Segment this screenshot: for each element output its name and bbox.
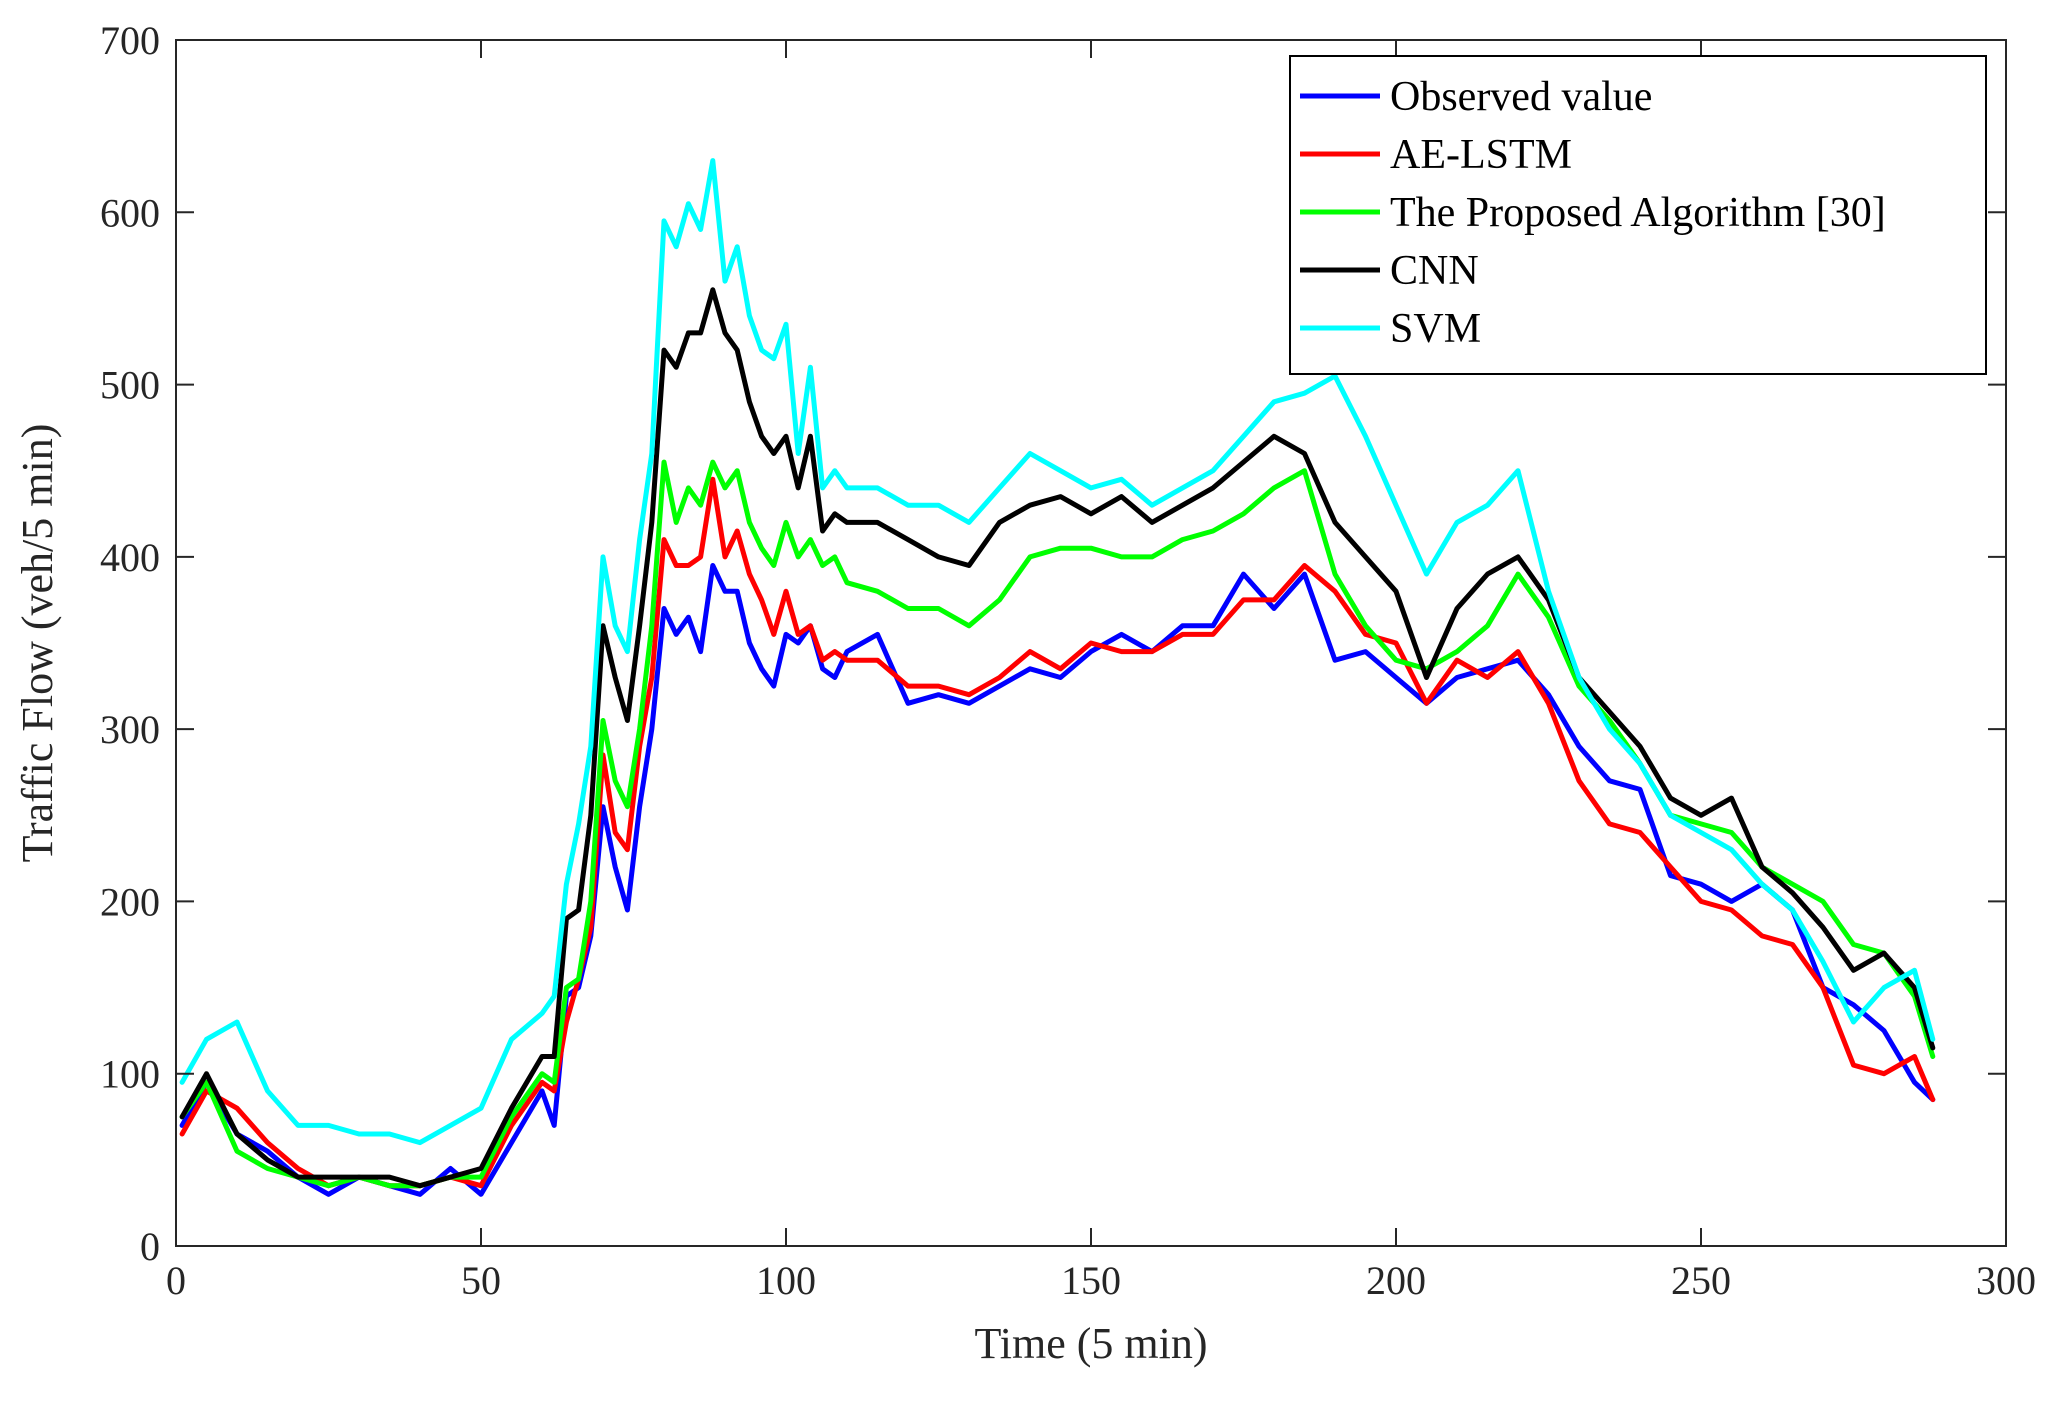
series-layer [179, 158, 1936, 1197]
y-tick-label: 200 [100, 879, 160, 924]
legend-entry-label: Observed value [1390, 74, 1652, 120]
y-tick-label: 500 [100, 363, 160, 408]
y-tick-label: 300 [100, 707, 160, 752]
legend-entry-label: The Proposed Algorithm [30] [1390, 190, 1886, 236]
y-tick-label: 100 [100, 1052, 160, 1097]
legend: Observed value AE-LSTM The Proposed Algori… [1289, 55, 1987, 375]
legend-entry-label: SVM [1390, 306, 1481, 352]
x-tick-label: 250 [1671, 1258, 1731, 1303]
y-axis-label: Traffic Flow (veh/5 min) [13, 424, 62, 863]
x-tick-label: 100 [756, 1258, 816, 1303]
x-tick-label: 300 [1976, 1258, 2036, 1303]
y-tick-label: 0 [140, 1224, 160, 1269]
y-tick-label: 700 [100, 18, 160, 63]
legend-entry-label: AE-LSTM [1390, 132, 1572, 178]
series-line-3 [179, 459, 1936, 1189]
axis-ticks: 0 50 100 150 200 250 300 0 100 200 300 400 500 600 700 [100, 18, 2036, 1303]
series-line-1 [179, 563, 1936, 1197]
y-tick-label: 600 [100, 190, 160, 235]
legend-box [1289, 55, 1987, 375]
y-tick-label: 400 [100, 535, 160, 580]
x-axis-label: Time (5 min) [974, 1319, 1207, 1368]
x-tick-label: 50 [461, 1258, 501, 1303]
x-tick-label: 200 [1366, 1258, 1426, 1303]
x-tick-label: 150 [1061, 1258, 1121, 1303]
legend-entry-label: CNN [1390, 248, 1479, 294]
series-line-2 [179, 476, 1936, 1189]
x-tick-label: 0 [166, 1258, 186, 1303]
series-line-5 [179, 158, 1936, 1146]
